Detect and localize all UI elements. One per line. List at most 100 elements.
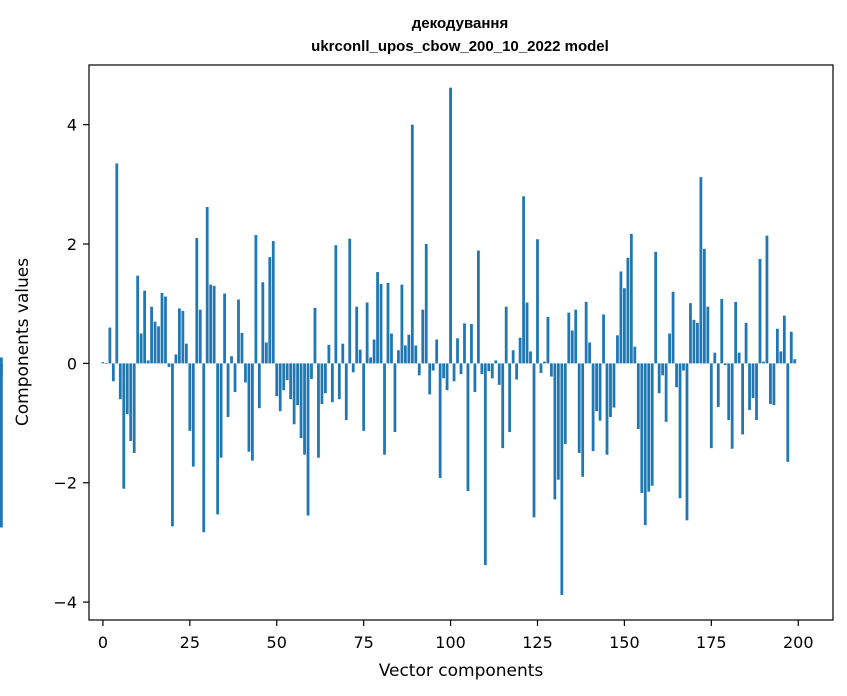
bar-174: [706, 306, 710, 364]
bar-88: [407, 334, 411, 364]
bar-126: [539, 363, 543, 373]
bar-120: [518, 337, 522, 364]
y-tick-label-4: 4: [67, 116, 77, 135]
bar-30: [205, 207, 209, 364]
bar-184: [741, 363, 744, 435]
bar-173: [702, 248, 706, 364]
bar-111: [487, 363, 491, 372]
bar-97: [438, 363, 442, 478]
bar-69: [341, 343, 345, 364]
bar-169: [689, 303, 692, 364]
y-tick-label--2: −2: [53, 474, 77, 493]
bar-100: [449, 87, 452, 364]
bar-146: [609, 363, 612, 418]
bar-undefined: [0, 357, 3, 364]
bar-34: [219, 363, 223, 458]
x-tick-label-50: 50: [267, 633, 287, 652]
bar-93: [424, 244, 428, 364]
bar-46: [261, 282, 265, 364]
bar-176: [713, 352, 717, 364]
bar-192: [769, 363, 772, 404]
bar-87: [403, 345, 407, 364]
bar-56: [296, 363, 299, 406]
bar-177: [716, 363, 720, 407]
bar-79: [376, 272, 379, 364]
bars-group: [0, 87, 797, 595]
bar-6: [122, 363, 126, 489]
bar-undefined: [0, 363, 3, 377]
x-tick-label-100: 100: [435, 633, 466, 652]
bar-25: [188, 363, 192, 431]
bar-119: [515, 363, 519, 380]
y-axis-label: Components values: [13, 258, 33, 426]
bar-32: [212, 285, 216, 364]
bar-4: [115, 163, 119, 364]
bar-115: [501, 363, 505, 449]
bar-136: [574, 309, 578, 364]
bar-81: [383, 363, 386, 455]
bar-153: [633, 346, 637, 364]
bar-150: [623, 288, 626, 364]
x-tick-label-125: 125: [522, 633, 553, 652]
bar-65: [327, 344, 331, 364]
bar-28: [198, 309, 202, 364]
bar-73: [355, 306, 359, 364]
bar-66: [330, 363, 334, 403]
bar-8: [129, 363, 133, 441]
bar-197: [786, 363, 790, 462]
bar-109: [480, 363, 484, 375]
bar-82: [386, 282, 390, 364]
plot-frame: [88, 64, 834, 621]
bar-84: [393, 363, 397, 433]
bar-198: [789, 331, 793, 364]
bar-74: [358, 349, 362, 364]
bar-175: [709, 363, 713, 449]
x-tick-label-75: 75: [353, 633, 373, 652]
bar-114: [497, 363, 501, 385]
bar-13: [146, 360, 150, 364]
bar-196: [782, 315, 786, 364]
bar-178: [720, 298, 724, 364]
bar-156: [643, 363, 647, 526]
bar-76: [365, 302, 369, 364]
bar-166: [678, 363, 682, 499]
x-tick-label-0: 0: [98, 633, 108, 652]
bar-179: [723, 363, 727, 366]
bar-132: [560, 363, 564, 595]
bar-118: [511, 350, 515, 364]
bar-183: [737, 352, 741, 364]
x-tick-label-175: 175: [696, 633, 727, 652]
bar-91: [417, 363, 421, 376]
bar-139: [584, 301, 588, 364]
bar-101: [452, 363, 456, 382]
bar-163: [668, 333, 671, 364]
bar-116: [504, 306, 508, 364]
chart-title: декодування: [412, 15, 508, 32]
x-axis-label: Vector components: [379, 661, 544, 681]
bar-121: [522, 196, 525, 364]
bar-19: [167, 363, 171, 367]
bar-90: [414, 345, 418, 364]
bar-161: [661, 363, 665, 376]
bar-75: [362, 363, 366, 431]
bar-99: [445, 363, 449, 391]
bar-181: [730, 363, 734, 449]
bar-190: [762, 361, 765, 364]
bar-124: [532, 363, 536, 518]
bar-26: [191, 363, 195, 467]
bar-62: [317, 363, 320, 458]
bar-117: [508, 363, 512, 433]
bar-110: [483, 363, 487, 566]
bar-129: [550, 363, 553, 377]
bar-152: [629, 233, 633, 364]
bar-63: [320, 363, 324, 404]
bar-14: [150, 306, 153, 364]
bar-108: [476, 250, 480, 364]
bar-130: [553, 363, 557, 500]
bar-42: [247, 363, 251, 452]
bar-15: [153, 321, 157, 364]
bar-194: [775, 328, 779, 364]
bar-193: [772, 363, 776, 406]
bar-1: [104, 363, 108, 364]
